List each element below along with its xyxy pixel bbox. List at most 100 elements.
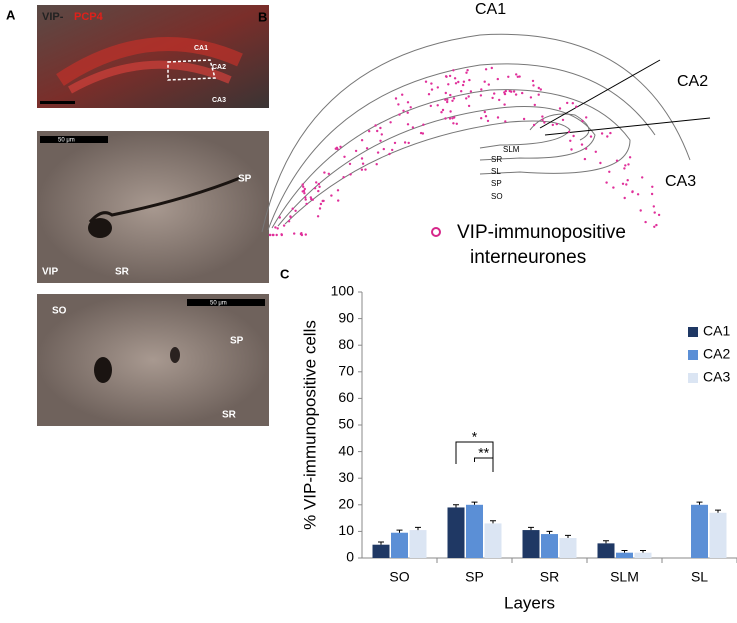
- cell-dot: [304, 233, 307, 236]
- cell-dot: [376, 151, 380, 154]
- error-bar: [603, 540, 609, 544]
- cell-dot: [651, 185, 654, 188]
- cell-dot: [453, 116, 456, 119]
- cell-dot: [515, 73, 518, 76]
- error-bar: [415, 526, 421, 531]
- region-label: CA3: [212, 97, 226, 104]
- cell-dot: [599, 161, 602, 165]
- cell-dot: [541, 118, 544, 122]
- cell-dot: [436, 86, 439, 89]
- cell-dot: [429, 104, 432, 108]
- cell-dot: [584, 147, 588, 150]
- outline: [529, 113, 590, 141]
- cell-dot: [455, 122, 458, 126]
- cell-dot: [615, 159, 619, 162]
- cell-dot: [514, 93, 518, 96]
- bar: [522, 530, 540, 558]
- cell-dot: [508, 89, 511, 93]
- micrograph-2: 50 μm SP VIP SR: [37, 131, 269, 283]
- stain: [56, 37, 243, 86]
- cell-dot: [391, 148, 394, 152]
- y-tick-label: 10: [338, 522, 354, 538]
- cell-dot: [316, 215, 320, 218]
- cell-dot: [585, 116, 588, 119]
- cell-dot: [364, 168, 367, 171]
- cell-dot: [558, 107, 562, 110]
- legend-swatch: [688, 373, 698, 383]
- region-label: CA3: [665, 173, 696, 190]
- cell-dot: [653, 211, 656, 214]
- layer-label: SR: [115, 267, 130, 278]
- error-bar: [396, 529, 403, 533]
- cell-dot: [276, 227, 279, 230]
- cell-dot: [411, 126, 415, 129]
- cell-dot: [589, 135, 593, 138]
- cell-dot: [299, 232, 303, 236]
- cell-dot: [484, 68, 488, 71]
- x-tick-label: SLM: [610, 569, 639, 585]
- cell-dot: [444, 91, 447, 95]
- cell-dot: [655, 223, 658, 227]
- cell-dots: [268, 66, 661, 237]
- error-bar: [565, 534, 571, 539]
- cell-dot: [272, 233, 275, 237]
- cell-dot: [304, 196, 307, 199]
- cell-dot: [570, 148, 573, 151]
- cell-dot: [537, 93, 540, 96]
- cell-dot: [608, 170, 611, 173]
- cell-dot: [491, 96, 494, 100]
- cell-dot: [289, 215, 292, 218]
- cell-dot: [462, 80, 466, 83]
- layer-label: SO: [52, 306, 67, 317]
- cell-dot: [468, 78, 471, 82]
- cell-dot: [361, 162, 365, 165]
- cell-dot: [441, 108, 445, 112]
- cell-dot: [639, 209, 642, 212]
- cell-dot: [621, 182, 625, 185]
- cell-dot: [467, 95, 470, 98]
- cell-dot: [449, 93, 452, 97]
- layer-label: SL: [491, 167, 501, 176]
- cell-dot: [323, 171, 326, 174]
- outline: [267, 63, 656, 231]
- cell-dot: [555, 122, 558, 126]
- cell-dot: [543, 121, 546, 124]
- cell-dot: [342, 176, 345, 179]
- cell-dot: [310, 197, 313, 201]
- cell-dot: [305, 202, 308, 206]
- panel-label: C: [280, 266, 290, 281]
- cell-dot: [275, 233, 278, 237]
- cell-dot: [503, 92, 507, 96]
- bar: [597, 543, 615, 558]
- cell-dot: [581, 119, 584, 123]
- outline: [284, 120, 571, 225]
- cell-dot: [317, 189, 320, 193]
- cell-dot: [480, 117, 483, 120]
- panel-label: B: [258, 9, 267, 24]
- region-label: CA1: [194, 45, 208, 52]
- error-bar: [621, 550, 628, 553]
- y-tick-label: 80: [338, 336, 354, 352]
- cell-dot: [487, 83, 490, 86]
- cell-dot: [657, 213, 661, 217]
- roi: [167, 59, 216, 81]
- cell-dot: [268, 233, 272, 237]
- cell-dot: [302, 185, 305, 188]
- cell-dot: [624, 164, 627, 167]
- cell-dot: [503, 103, 506, 106]
- layer-label: SP: [238, 174, 252, 185]
- y-tick-label: 40: [338, 442, 354, 458]
- cell-dot: [397, 103, 400, 106]
- x-axis-label: Layers: [504, 593, 555, 612]
- cell-dot: [504, 89, 507, 93]
- cell-dot: [650, 192, 654, 196]
- y-tick-label: 100: [331, 283, 355, 299]
- cell-dot: [330, 194, 333, 197]
- cell-dot: [537, 86, 540, 90]
- cell-dot: [626, 179, 629, 182]
- cell-dot: [486, 119, 490, 123]
- cell-dot: [457, 80, 460, 84]
- bar: [709, 512, 727, 558]
- cell-dot: [318, 185, 321, 188]
- bar: [691, 504, 708, 558]
